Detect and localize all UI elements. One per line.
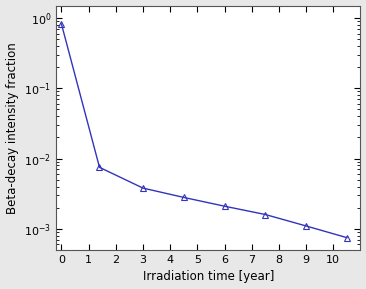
X-axis label: Irradiation time [year]: Irradiation time [year] <box>142 271 274 284</box>
Y-axis label: Beta-decay intensity fraction: Beta-decay intensity fraction <box>5 42 19 214</box>
